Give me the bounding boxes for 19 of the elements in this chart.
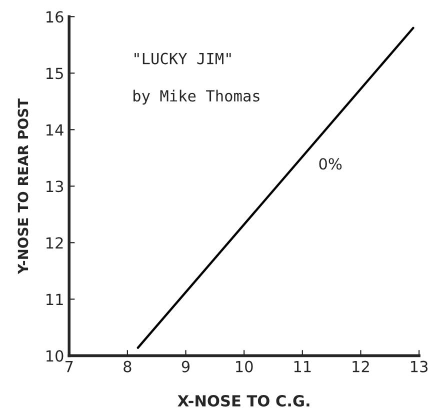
text: by Mike Thomas bbox=[134, 90, 260, 105]
x-tick-label: 11 bbox=[294, 361, 311, 372]
x-tick-label: 12 bbox=[352, 360, 369, 372]
x-tick-label: 10 bbox=[236, 360, 253, 372]
y-tick-label: 13 bbox=[46, 180, 64, 192]
y-tick-label: 15 bbox=[46, 68, 63, 80]
text: "LUCKY JIM" bbox=[134, 52, 231, 64]
y-tick-label: 16 bbox=[46, 11, 64, 23]
x-tick-label: 7 bbox=[66, 361, 73, 372]
x-tick-label: 8 bbox=[124, 360, 132, 372]
y-tick-label: 11 bbox=[46, 294, 63, 305]
x-axis-title: X-NOSE TO C.G. bbox=[178, 395, 310, 407]
y-axis-title: Y-NOSE TO REAR POST bbox=[18, 98, 28, 274]
y-tick-label: 12 bbox=[46, 237, 63, 248]
x-tick-label: 13 bbox=[411, 360, 428, 372]
y-tick-label: 10 bbox=[46, 350, 64, 362]
annotation: 0% bbox=[319, 158, 342, 170]
x-tick-label: 9 bbox=[182, 360, 190, 372]
y-tick-label: 14 bbox=[46, 124, 64, 136]
